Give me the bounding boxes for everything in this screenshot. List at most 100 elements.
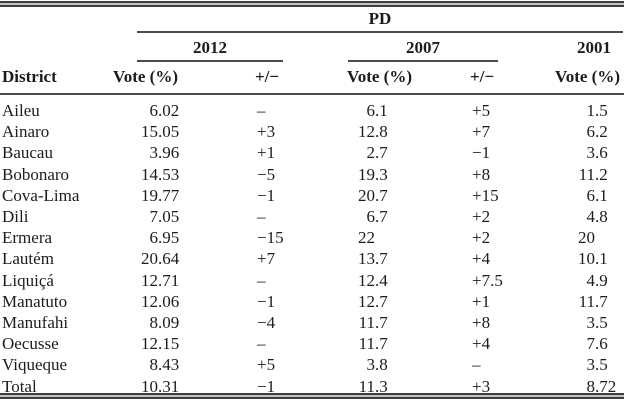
vote-2012-cell: 15.05	[141, 122, 180, 142]
vote-2001-cell: 3.6	[586, 143, 608, 163]
spanner-rule-2012	[137, 60, 283, 62]
spanner-rule-2007	[348, 60, 498, 62]
vote-2007-cell: 6.1	[366, 101, 388, 120]
change-2012-cell: −5	[257, 164, 276, 184]
vote-2001-cell: 11.7	[578, 291, 608, 311]
top-double-rule	[0, 1, 624, 7]
change-2012-cell: −1	[257, 185, 276, 205]
change-2007-cell: +4	[472, 249, 491, 269]
table-row: Lautém 20.64 +7 13.7 +4 10.1	[0, 248, 624, 269]
change-2012-cell: –	[257, 101, 266, 120]
change-2012-cell: –	[257, 207, 266, 226]
vote-2001-cell: 11.2	[578, 164, 608, 184]
change-2007-cell: +7.5	[472, 270, 503, 290]
table-row: Baucau 3.96 +1 2.7 −1 3.6	[0, 142, 624, 163]
vote-2007-cell: 12.4	[358, 270, 388, 290]
vote-2007-cell: 2.7	[366, 143, 388, 163]
vote-2012-cell: 20.64	[141, 249, 180, 269]
vote-2001-cell: 3.5	[586, 313, 608, 332]
vote-2012-cell: 12.15	[141, 334, 180, 354]
vote-2012-cell: 19.77	[141, 185, 180, 205]
change-2012-cell: +1	[257, 143, 276, 163]
district-column-header: District	[2, 67, 57, 86]
vote-2007-cell: 19.3	[358, 164, 388, 184]
vote-2001-cell: 4.9	[586, 270, 608, 290]
vote-2007-cell: 22	[358, 228, 375, 248]
vote-2012-cell: 6.02	[149, 101, 180, 120]
table-row: Ermera 6.95 −15 22 +2 20	[0, 227, 624, 248]
bottom-double-rule	[0, 393, 624, 399]
table-row: Bobonaro 14.53 −5 19.3 +8 11.2	[0, 164, 624, 185]
change-2007-cell: +8	[472, 313, 491, 332]
vote-2001-cell: 6.2	[586, 122, 608, 142]
vote-2012-cell: 10.31	[141, 376, 180, 396]
change-2007-cell: +2	[472, 228, 491, 248]
vote-2012-cell: 12.71	[141, 270, 180, 290]
vote-2001-column-header: Vote (%)	[555, 67, 620, 86]
district-cell: Baucau	[2, 143, 53, 163]
vote-2001-cell: 10.1	[578, 249, 608, 269]
vote-2007-cell: 6.7	[366, 207, 388, 226]
vote-2001-cell: 4.8	[586, 207, 608, 226]
change-2012-cell: −1	[257, 291, 276, 311]
table-row: Dili 7.05 – 6.7 +2 4.8	[0, 206, 624, 227]
change-2007-cell: +5	[472, 101, 491, 120]
change-2012-cell: −4	[257, 313, 276, 332]
change-2007-cell: –	[472, 355, 481, 375]
vote-2012-cell: 6.95	[149, 228, 180, 248]
table-row: Manufahi 8.09 −4 11.7 +8 3.5	[0, 312, 624, 333]
change-2007-cell: +2	[472, 207, 491, 226]
vote-2001-cell: 3.5	[586, 355, 608, 375]
change-2012-cell: −1	[257, 376, 276, 396]
change-2012-cell: +7	[257, 249, 276, 269]
vote-2007-cell: 11.3	[358, 376, 388, 396]
change-2012-cell: +3	[257, 122, 276, 142]
district-cell: Manufahi	[2, 313, 69, 332]
district-cell: Manatuto	[2, 291, 68, 311]
change-2007-cell: +8	[472, 164, 491, 184]
table-row: Cova-Lima 19.77 −1 20.7 +15 6.1	[0, 185, 624, 206]
district-cell: Total	[2, 376, 37, 396]
year-header-2012: 2012	[193, 38, 227, 57]
table-row: Total 10.31 −1 11.3 +3 8.72	[0, 376, 624, 397]
table-row: Liquiçá 12.71 – 12.4 +7.5 4.9	[0, 270, 624, 291]
vote-2012-cell: 3.96	[149, 143, 180, 163]
vote-2012-column-header: Vote (%)	[113, 67, 178, 86]
party-header: PD	[368, 9, 392, 28]
vote-2012-cell: 8.09	[149, 313, 180, 332]
district-cell: Viqueque	[2, 355, 68, 375]
district-cell: Bobonaro	[2, 164, 70, 184]
vote-2001-cell: 20	[578, 228, 595, 248]
district-cell: Oecusse	[2, 334, 59, 354]
vote-2001-cell: 7.6	[586, 334, 608, 354]
vote-2007-cell: 11.7	[358, 334, 388, 354]
party-spanner-rule	[137, 31, 623, 33]
district-cell: Ainaro	[2, 122, 50, 142]
vote-2007-cell: 13.7	[358, 249, 388, 269]
change-2007-column-header: +/−	[470, 67, 495, 86]
district-cell: Liquiçá	[2, 270, 54, 290]
table-row: Oecusse 12.15 – 11.7 +4 7.6	[0, 333, 624, 354]
year-header-2007: 2007	[406, 38, 440, 57]
table-body: Aileu 6.02 – 6.1 +5 1.5 Ainaro 15.05 +3 12.8 +7 6.2…	[0, 100, 624, 396]
table-row: Ainaro 15.05 +3 12.8 +7 6.2	[0, 121, 624, 142]
change-2012-cell: +5	[257, 355, 276, 375]
vote-2012-cell: 7.05	[149, 207, 180, 226]
vote-2007-column-header: Vote (%)	[347, 67, 412, 86]
change-2007-cell: +7	[472, 122, 491, 142]
vote-2007-cell: 12.8	[358, 122, 388, 142]
change-2012-column-header: +/−	[255, 67, 280, 86]
vote-2001-cell: 1.5	[586, 101, 608, 120]
district-cell: Lautém	[2, 249, 54, 269]
district-cell: Aileu	[2, 101, 40, 120]
vote-2001-cell: 6.1	[586, 185, 608, 205]
vote-2007-cell: 3.8	[366, 355, 388, 375]
change-2012-cell: –	[257, 334, 266, 354]
change-2012-cell: –	[257, 270, 266, 290]
change-2007-cell: +15	[472, 185, 499, 205]
vote-2007-cell: 11.7	[358, 313, 388, 332]
change-2012-cell: −15	[257, 228, 284, 248]
district-cell: Cova-Lima	[2, 185, 80, 205]
district-cell: Dili	[2, 207, 29, 226]
